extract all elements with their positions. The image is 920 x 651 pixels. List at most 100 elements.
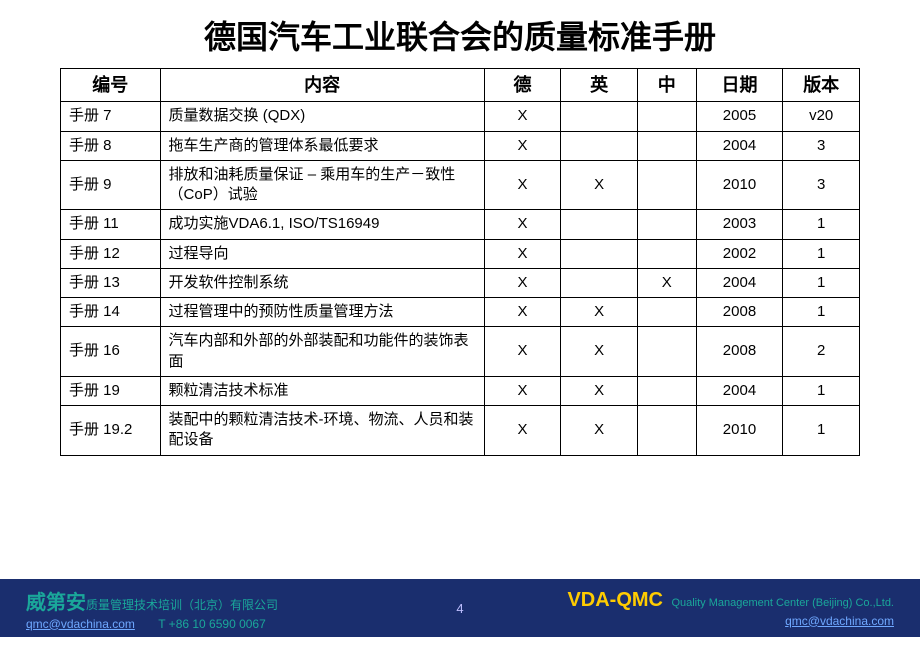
table-cell: X: [561, 160, 638, 210]
footer-right-email[interactable]: qmc@vdachina.com: [785, 614, 894, 628]
table-cell: 颗粒清洁技术标准: [160, 376, 484, 405]
col-content: 内容: [160, 69, 484, 102]
footer-left-line2: qmc@vdachina.com T +86 10 6590 0067: [26, 617, 440, 631]
col-cn: 中: [637, 69, 696, 102]
table-cell: 3: [783, 131, 860, 160]
footer-right: VDA-QMC Quality Management Center (Beiji…: [480, 589, 894, 628]
col-date: 日期: [696, 69, 783, 102]
table-cell: 2005: [696, 102, 783, 131]
table-cell: [637, 160, 696, 210]
table-cell: X: [484, 239, 561, 268]
table-cell: 手册 19: [61, 376, 161, 405]
table-cell: 排放和油耗质量保证 – 乘用车的生产－致性（CoP）试验: [160, 160, 484, 210]
table-cell: 手册 9: [61, 160, 161, 210]
table-cell: X: [484, 131, 561, 160]
table-cell: 1: [783, 239, 860, 268]
table-cell: X: [484, 210, 561, 239]
slide: 德国汽车工业联合会的质量标准手册 编号 内容 德 英 中 日期 版本 手册 7质…: [0, 0, 920, 651]
table-cell: X: [484, 160, 561, 210]
table-cell: 开发软件控制系统: [160, 268, 484, 297]
table-cell: [637, 327, 696, 377]
table-row: 手册 16汽车内部和外部的外部装配和功能件的装饰表面XX20082: [61, 327, 860, 377]
table-cell: 2002: [696, 239, 783, 268]
table-body: 手册 7质量数据交换 (QDX)X2005v20手册 8拖车生产商的管理体系最低…: [61, 102, 860, 455]
table-cell: 装配中的颗粒清洁技术-环境、物流、人员和装配设备: [160, 406, 484, 456]
table-cell: 手册 8: [61, 131, 161, 160]
table-cell: 2004: [696, 376, 783, 405]
table-cell: 1: [783, 406, 860, 456]
table-cell: 1: [783, 376, 860, 405]
table-cell: 手册 7: [61, 102, 161, 131]
table-cell: X: [561, 406, 638, 456]
table-cell: 1: [783, 298, 860, 327]
table-cell: [637, 102, 696, 131]
table-cell: 手册 13: [61, 268, 161, 297]
table-row: 手册 9排放和油耗质量保证 – 乘用车的生产－致性（CoP）试验XX20103: [61, 160, 860, 210]
table-cell: X: [561, 327, 638, 377]
footer-right-brand-line: VDA-QMC Quality Management Center (Beiji…: [480, 589, 894, 612]
table-cell: X: [484, 102, 561, 131]
table-cell: 3: [783, 160, 860, 210]
table-cell: 成功实施VDA6.1, ISO/TS16949: [160, 210, 484, 239]
brand-text: VDA-QMC: [567, 589, 663, 611]
table-cell: 2008: [696, 298, 783, 327]
col-de: 德: [484, 69, 561, 102]
table-cell: 2004: [696, 268, 783, 297]
table-cell: [561, 210, 638, 239]
footer-left: 威第安质量管理技术培训（北京）有限公司 qmc@vdachina.com T +…: [26, 586, 440, 631]
table-cell: [561, 131, 638, 160]
col-en: 英: [561, 69, 638, 102]
table-cell: 过程导向: [160, 239, 484, 268]
table-cell: 拖车生产商的管理体系最低要求: [160, 131, 484, 160]
table-cell: [561, 239, 638, 268]
table-row: 手册 19颗粒清洁技术标准XX20041: [61, 376, 860, 405]
table-cell: 手册 14: [61, 298, 161, 327]
table-cell: 2004: [696, 131, 783, 160]
table-cell: [637, 239, 696, 268]
table-cell: 2010: [696, 406, 783, 456]
table-cell: X: [484, 268, 561, 297]
table-cell: X: [484, 298, 561, 327]
table-cell: [637, 406, 696, 456]
table-cell: [561, 268, 638, 297]
table-header-row: 编号 内容 德 英 中 日期 版本: [61, 69, 860, 102]
table-row: 手册 12过程导向X 20021: [61, 239, 860, 268]
table-cell: v20: [783, 102, 860, 131]
table-cell: 质量数据交换 (QDX): [160, 102, 484, 131]
col-version: 版本: [783, 69, 860, 102]
table-cell: [637, 376, 696, 405]
table-row: 手册 13开发软件控制系统XX20041: [61, 268, 860, 297]
footer-bar: 威第安质量管理技术培训（北京）有限公司 qmc@vdachina.com T +…: [0, 579, 920, 637]
table-cell: 过程管理中的预防性质量管理方法: [160, 298, 484, 327]
table-cell: X: [484, 327, 561, 377]
table-cell: 手册 19.2: [61, 406, 161, 456]
table-row: 手册 8拖车生产商的管理体系最低要求X 20043: [61, 131, 860, 160]
table-cell: X: [561, 376, 638, 405]
table-cell: [637, 298, 696, 327]
table-row: 手册 19.2装配中的颗粒清洁技术-环境、物流、人员和装配设备XX20101: [61, 406, 860, 456]
table-row: 手册 14过程管理中的预防性质量管理方法XX20081: [61, 298, 860, 327]
table-cell: 2010: [696, 160, 783, 210]
footer-left-email[interactable]: qmc@vdachina.com: [26, 617, 135, 631]
company-name-rest: 质量管理技术培训（北京）有限公司: [86, 598, 278, 612]
brand-sub: Quality Management Center (Beijing) Co.,…: [671, 597, 894, 609]
page-number: 4: [440, 601, 480, 616]
table-cell: 1: [783, 268, 860, 297]
table-cell: 手册 11: [61, 210, 161, 239]
table-cell: [637, 131, 696, 160]
table-cell: X: [561, 298, 638, 327]
table-cell: 汽车内部和外部的外部装配和功能件的装饰表面: [160, 327, 484, 377]
footer-company: 威第安质量管理技术培训（北京）有限公司: [26, 586, 440, 615]
table-cell: 手册 12: [61, 239, 161, 268]
page-title: 德国汽车工业联合会的质量标准手册: [60, 12, 860, 58]
table-cell: X: [484, 376, 561, 405]
footer-left-phone: T +86 10 6590 0067: [158, 617, 266, 631]
table-cell: [561, 102, 638, 131]
table-cell: [637, 210, 696, 239]
table-row: 手册 11成功实施VDA6.1, ISO/TS16949X20031: [61, 210, 860, 239]
table-cell: 1: [783, 210, 860, 239]
table-cell: 2008: [696, 327, 783, 377]
footer-right-line2: qmc@vdachina.com: [480, 614, 894, 628]
table-cell: 2: [783, 327, 860, 377]
col-number: 编号: [61, 69, 161, 102]
